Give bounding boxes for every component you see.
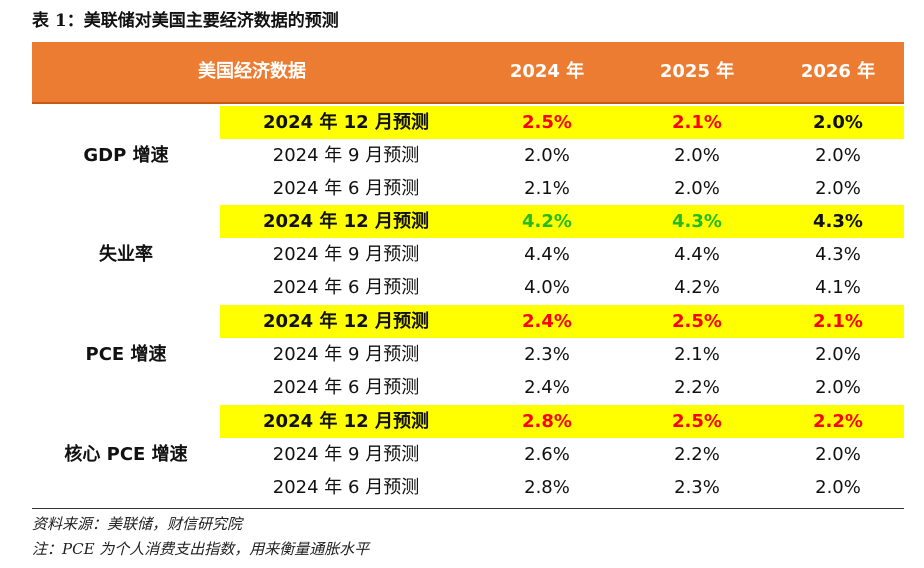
value-2025: 4.4% (674, 244, 720, 265)
value-2024: 4.4% (524, 244, 570, 265)
row-label: 2024 年 9 月预测 (272, 444, 420, 465)
value-2025: 2.5% (672, 411, 722, 432)
value-2026: 4.3% (813, 211, 863, 232)
value-2026: 2.2% (813, 411, 863, 432)
footnote: 注：PCE 为个人消费支出指数，用来衡量通胀水平 (32, 540, 370, 558)
value-2026: 2.0% (815, 477, 861, 498)
row-label: 2024 年 6 月预测 (272, 377, 420, 398)
table-row: 2024 年 12 月预测 2.4% 2.5% 2.1% (220, 305, 904, 338)
group-core-pce: 核心 PCE 增速 2024 年 12 月预测 2.8% 2.5% 2.2% 2… (32, 405, 904, 504)
value-2024: 2.4% (522, 311, 572, 332)
table-row: 2024 年 12 月预测 2.8% 2.5% 2.2% (220, 405, 904, 438)
value-2025: 4.2% (674, 277, 720, 298)
row-label: 2024 年 12 月预测 (263, 211, 429, 232)
group-label: PCE 增速 (85, 344, 167, 365)
group-unemployment: 失业率 2024 年 12 月预测 4.2% 4.3% 4.3% 2024 年 … (32, 205, 904, 304)
row-label: 2024 年 6 月预测 (272, 178, 420, 199)
table-row: 2024 年 9 月预测 4.4% 4.4% 4.3% (220, 238, 904, 271)
value-2026: 4.1% (815, 277, 861, 298)
value-2025: 4.3% (672, 211, 722, 232)
value-2024: 2.4% (524, 377, 570, 398)
table-row: 2024 年 12 月预测 2.5% 2.1% 2.0% (220, 106, 904, 139)
header-year-2026: 2026 年 (800, 61, 876, 82)
value-2025: 2.1% (674, 344, 720, 365)
source-note: 资料来源：美联储，财信研究院 (32, 515, 243, 533)
row-label: 2024 年 9 月预测 (272, 145, 420, 166)
row-label: 2024 年 6 月预测 (272, 477, 420, 498)
value-2025: 2.5% (672, 311, 722, 332)
value-2024: 4.2% (522, 211, 572, 232)
header-label: 美国经济数据 (198, 61, 306, 82)
table-row: 2024 年 12 月预测 4.2% 4.3% 4.3% (220, 205, 904, 238)
value-2026: 2.1% (813, 311, 863, 332)
value-2026: 2.0% (815, 377, 861, 398)
value-2025: 2.3% (674, 477, 720, 498)
group-label: 核心 PCE 增速 (64, 444, 188, 465)
group-pce: PCE 增速 2024 年 12 月预测 2.4% 2.5% 2.1% 2024… (32, 305, 904, 404)
row-label: 2024 年 6 月预测 (272, 277, 420, 298)
table-row: 2024 年 6 月预测 4.0% 4.2% 4.1% (220, 271, 904, 304)
value-2026: 2.0% (815, 178, 861, 199)
group-label: 失业率 (99, 244, 153, 265)
header-year-2025: 2025 年 (659, 61, 735, 82)
group-gdp: GDP 增速 2024 年 12 月预测 2.5% 2.1% 2.0% 2024… (32, 106, 904, 205)
value-2025: 2.0% (674, 178, 720, 199)
value-2024: 2.8% (524, 477, 570, 498)
table-row: 2024 年 6 月预测 2.1% 2.0% 2.0% (220, 172, 904, 205)
value-2024: 2.8% (522, 411, 572, 432)
row-label: 2024 年 9 月预测 (272, 244, 420, 265)
table-bottom-rule (32, 508, 904, 509)
row-label: 2024 年 9 月预测 (272, 344, 420, 365)
value-2026: 2.0% (815, 344, 861, 365)
value-2025: 2.1% (672, 112, 722, 133)
table-row: 2024 年 9 月预测 2.6% 2.2% 2.0% (220, 438, 904, 471)
value-2025: 2.0% (674, 145, 720, 166)
row-label: 2024 年 12 月预测 (263, 411, 429, 432)
header-year-2024: 2024 年 (509, 61, 585, 82)
value-2026: 2.0% (815, 444, 861, 465)
row-label: 2024 年 12 月预测 (263, 311, 429, 332)
value-2024: 2.0% (524, 145, 570, 166)
value-2026: 2.0% (813, 112, 863, 133)
value-2024: 2.6% (524, 444, 570, 465)
table-row: 2024 年 9 月预测 2.3% 2.1% 2.0% (220, 338, 904, 371)
group-label: GDP 增速 (83, 145, 169, 166)
table-row: 2024 年 9 月预测 2.0% 2.0% 2.0% (220, 139, 904, 172)
row-label: 2024 年 12 月预测 (263, 112, 429, 133)
value-2026: 2.0% (815, 145, 861, 166)
value-2026: 4.3% (815, 244, 861, 265)
value-2024: 2.3% (524, 344, 570, 365)
table-row: 2024 年 6 月预测 2.4% 2.2% 2.0% (220, 371, 904, 404)
value-2025: 2.2% (674, 444, 720, 465)
value-2024: 4.0% (524, 277, 570, 298)
value-2025: 2.2% (674, 377, 720, 398)
value-2024: 2.1% (524, 178, 570, 199)
table-caption: 表 1：美联储对美国主要经济数据的预测 (32, 11, 339, 31)
table-row: 2024 年 6 月预测 2.8% 2.3% 2.0% (220, 471, 904, 504)
table-header: 美国经济数据 2024 年 2025 年 2026 年 (32, 42, 904, 104)
value-2024: 2.5% (522, 112, 572, 133)
